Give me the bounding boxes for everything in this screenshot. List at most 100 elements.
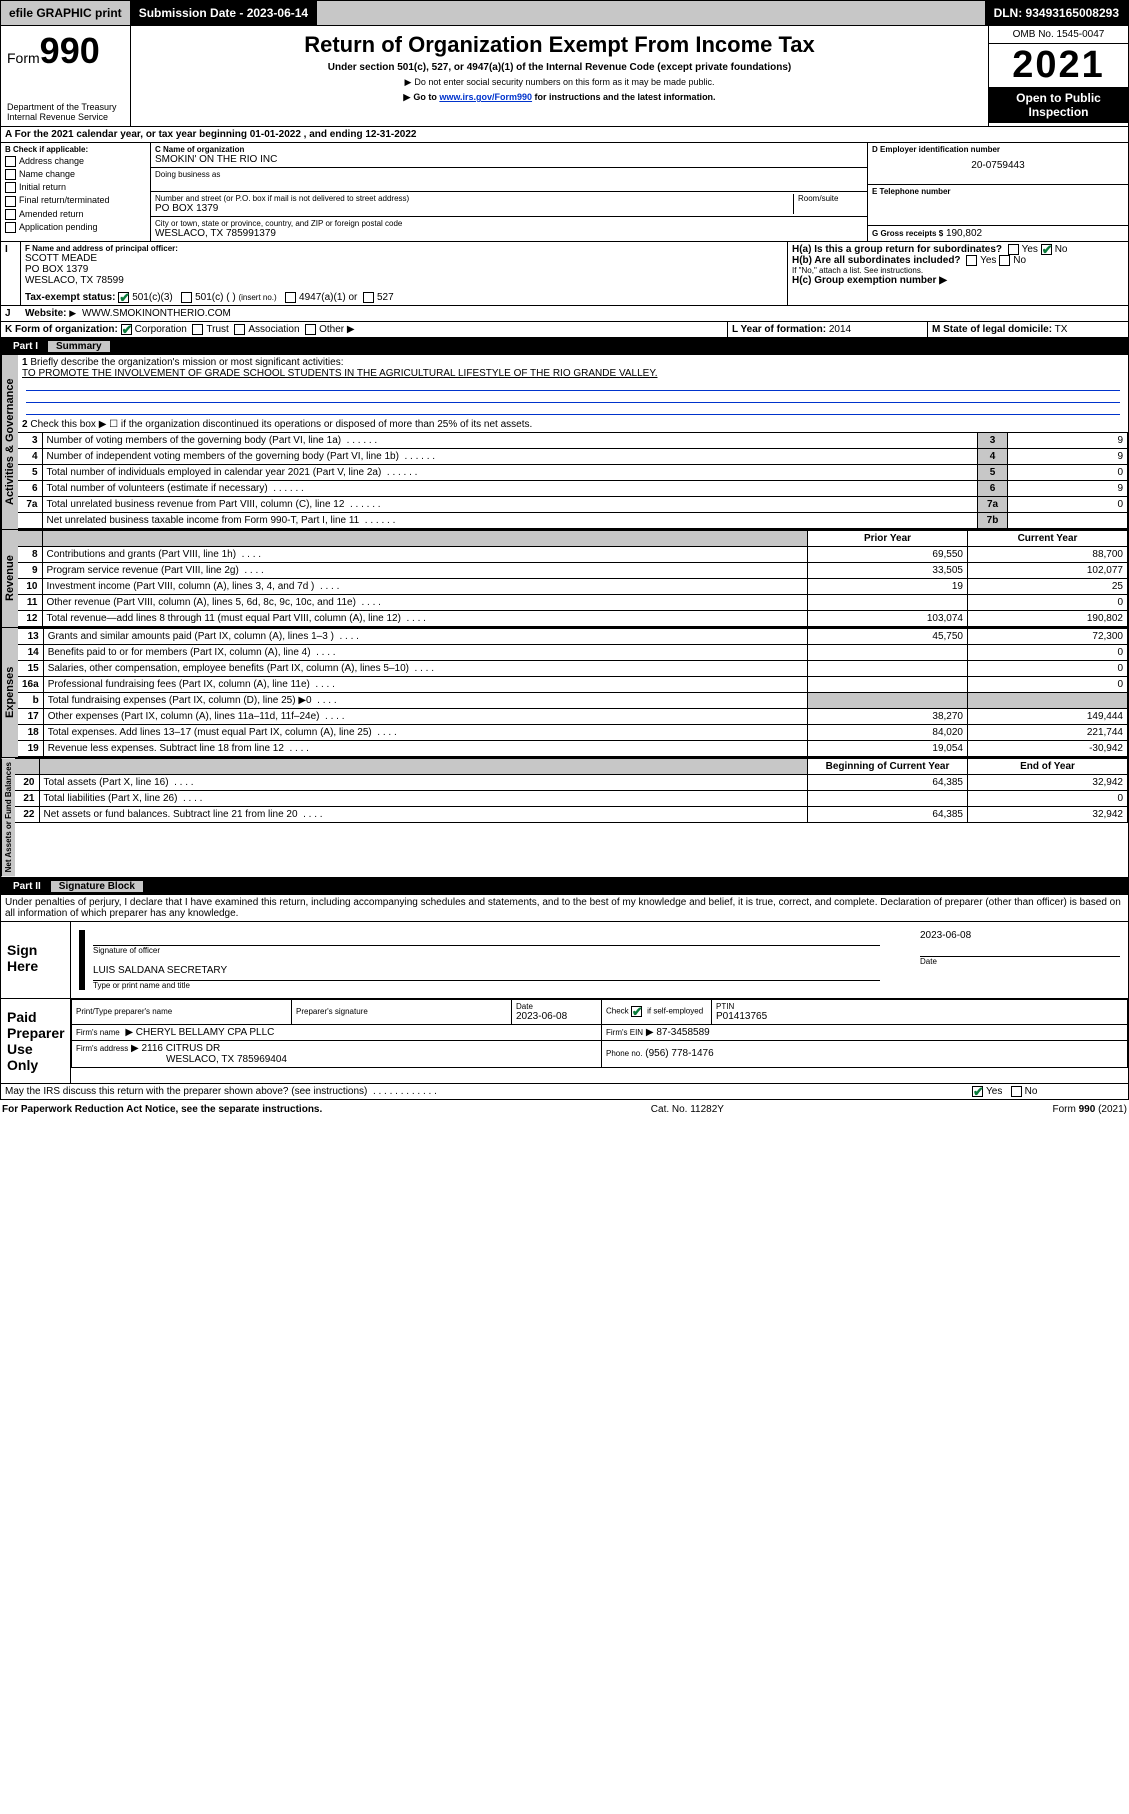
officer-addr1: PO BOX 1379 xyxy=(25,264,783,275)
toolbar-spacer xyxy=(317,1,985,25)
dln-label: DLN: 93493165008293 xyxy=(986,1,1128,25)
box-b-label: B Check if applicable: xyxy=(5,145,146,154)
checkbox-other[interactable] xyxy=(305,324,316,335)
open-inspection-badge: Open to Public Inspection xyxy=(989,87,1128,123)
firm-ein: 87-3458589 xyxy=(656,1027,709,1038)
h-b-note: If "No," attach a list. See instructions… xyxy=(792,266,1124,275)
checkbox-b-item[interactable] xyxy=(5,182,16,193)
penalties-statement: Under penalties of perjury, I declare th… xyxy=(0,895,1129,922)
org-name: SMOKIN' ON THE RIO INC xyxy=(155,154,863,165)
expenses-section: Expenses 13Grants and similar amounts pa… xyxy=(0,628,1129,758)
revenue-section: Revenue Prior YearCurrent Year8Contribut… xyxy=(0,530,1129,628)
form-subtitle-3: Go to www.irs.gov/Form990 for instructio… xyxy=(137,92,982,103)
form-number: Form990 xyxy=(7,30,124,72)
checkbox-b-item[interactable] xyxy=(5,156,16,167)
self-employed-check[interactable]: Check xyxy=(606,1007,631,1016)
website-value: WWW.SMOKINONTHERIO.COM xyxy=(82,308,231,319)
omb-number: OMB No. 1545-0047 xyxy=(989,26,1128,44)
irs-label: Internal Revenue Service xyxy=(7,112,124,122)
checkbox-discuss-yes[interactable] xyxy=(972,1086,983,1097)
checkbox-trust[interactable] xyxy=(192,324,203,335)
period-row: A For the 2021 calendar year, or tax yea… xyxy=(0,127,1129,143)
officer-addr2: WESLACO, TX 78599 xyxy=(25,275,783,286)
org-city: WESLACO, TX 785991379 xyxy=(155,228,863,239)
type-print-label: Type or print name and title xyxy=(93,981,880,990)
box-f-label: F Name and address of principal officer: xyxy=(25,244,783,253)
entity-info-block: B Check if applicable: Address changeNam… xyxy=(0,143,1129,242)
ein-value: 20-0759443 xyxy=(872,160,1124,171)
checkbox-hb-yes[interactable] xyxy=(966,255,977,266)
line-2-text: Check this box ▶ ☐ if the organization d… xyxy=(30,419,532,430)
revenue-table: Prior YearCurrent Year8Contributions and… xyxy=(18,530,1128,627)
page-footer: For Paperwork Reduction Act Notice, see … xyxy=(0,1100,1129,1119)
footer-left: For Paperwork Reduction Act Notice, see … xyxy=(2,1104,322,1115)
paid-preparer-label: Paid Preparer Use Only xyxy=(1,999,71,1083)
mission-text: TO PROMOTE THE INVOLVEMENT OF GRADE SCHO… xyxy=(22,368,658,379)
efile-print-button[interactable]: efile GRAPHIC print xyxy=(1,1,131,25)
footer-mid: Cat. No. 11282Y xyxy=(651,1104,724,1115)
form-subtitle-2: Do not enter social security numbers on … xyxy=(137,77,982,88)
checkbox-hb-no[interactable] xyxy=(999,255,1010,266)
checkbox-assoc[interactable] xyxy=(234,324,245,335)
form-org-row: K Form of organization: Corporation Trus… xyxy=(0,322,1129,338)
checkbox-527[interactable] xyxy=(363,292,374,303)
submission-date-label: Submission Date - 2023-06-14 xyxy=(131,1,317,25)
activities-governance-section: Activities & Governance 1 Briefly descri… xyxy=(0,355,1129,530)
checkbox-b-item[interactable] xyxy=(5,196,16,207)
vlabel-net-assets: Net Assets or Fund Balances xyxy=(1,758,15,876)
checkbox-b-item[interactable] xyxy=(5,209,16,220)
paid-preparer-block: Paid Preparer Use Only Print/Type prepar… xyxy=(0,999,1129,1084)
checkbox-b-item[interactable] xyxy=(5,222,16,233)
website-row: J Website: WWW.SMOKINONTHERIO.COM xyxy=(0,306,1129,322)
form-subtitle-1: Under section 501(c), 527, or 4947(a)(1)… xyxy=(137,62,982,73)
checkbox-ha-no[interactable] xyxy=(1041,244,1052,255)
sign-date-label: Date xyxy=(920,957,1120,966)
firm-name: CHERYL BELLAMY CPA PLLC xyxy=(136,1027,275,1038)
dept-treasury-label: Department of the Treasury xyxy=(7,102,124,112)
officer-group-block: I F Name and address of principal office… xyxy=(0,242,1129,306)
vlabel-ag: Activities & Governance xyxy=(1,355,18,529)
year-formation: 2014 xyxy=(829,324,851,335)
checkbox-ha-yes[interactable] xyxy=(1008,244,1019,255)
net-assets-table: Beginning of Current YearEnd of Year20To… xyxy=(15,758,1128,823)
footer-right: Form 990 (2021) xyxy=(1053,1104,1127,1115)
sign-here-label: Sign Here xyxy=(1,922,71,998)
checkbox-discuss-no[interactable] xyxy=(1011,1086,1022,1097)
part-2-header: Part II Signature Block xyxy=(0,878,1129,895)
org-address: PO BOX 1379 xyxy=(155,203,793,214)
firm-addr2: WESLACO, TX 785969404 xyxy=(166,1054,287,1065)
form-header: Form990 Department of the Treasury Inter… xyxy=(0,26,1129,127)
box-d-label: D Employer identification number xyxy=(872,145,1124,154)
expenses-table: 13Grants and similar amounts paid (Part … xyxy=(18,628,1128,757)
checkbox-4947[interactable] xyxy=(285,292,296,303)
checkbox-b-item[interactable] xyxy=(5,169,16,180)
addr-label: Number and street (or P.O. box if mail i… xyxy=(155,194,793,203)
governance-table: 3Number of voting members of the governi… xyxy=(18,432,1128,529)
irs-link[interactable]: www.irs.gov/Form990 xyxy=(439,92,532,102)
checkbox-corp[interactable] xyxy=(121,324,132,335)
box-g-label: G Gross receipts $ xyxy=(872,229,943,238)
sign-date-value: 2023-06-08 xyxy=(920,930,1120,941)
h-c-row: H(c) Group exemption number ▶ xyxy=(792,275,1124,286)
top-toolbar: efile GRAPHIC print Submission Date - 20… xyxy=(0,0,1129,26)
vlabel-revenue: Revenue xyxy=(1,530,18,627)
h-a-row: H(a) Is this a group return for subordin… xyxy=(792,244,1124,255)
officer-name: SCOTT MEADE xyxy=(25,253,783,264)
gross-receipts-value: 190,802 xyxy=(946,228,982,239)
box-c-label: C Name of organization xyxy=(155,145,863,154)
discuss-row: May the IRS discuss this return with the… xyxy=(0,1084,1129,1100)
officer-name-title: LUIS SALDANA SECRETARY xyxy=(93,965,880,981)
checkbox-501c[interactable] xyxy=(181,292,192,303)
checkbox-501c3[interactable] xyxy=(118,292,129,303)
box-i-label: Tax-exempt status: xyxy=(25,292,115,303)
firm-phone: (956) 778-1476 xyxy=(645,1048,713,1059)
net-assets-section: Net Assets or Fund Balances Beginning of… xyxy=(0,758,1129,877)
part-1-header: Part I Summary xyxy=(0,338,1129,355)
firm-addr1: 2116 CITRUS DR xyxy=(141,1043,220,1054)
sig-officer-label: Signature of officer xyxy=(93,946,880,955)
tax-year: 2021 xyxy=(989,44,1128,87)
state-domicile: TX xyxy=(1055,324,1068,335)
box-e-label: E Telephone number xyxy=(872,187,1124,196)
sign-here-block: Sign Here Signature of officer LUIS SALD… xyxy=(0,922,1129,999)
vlabel-expenses: Expenses xyxy=(1,628,18,757)
